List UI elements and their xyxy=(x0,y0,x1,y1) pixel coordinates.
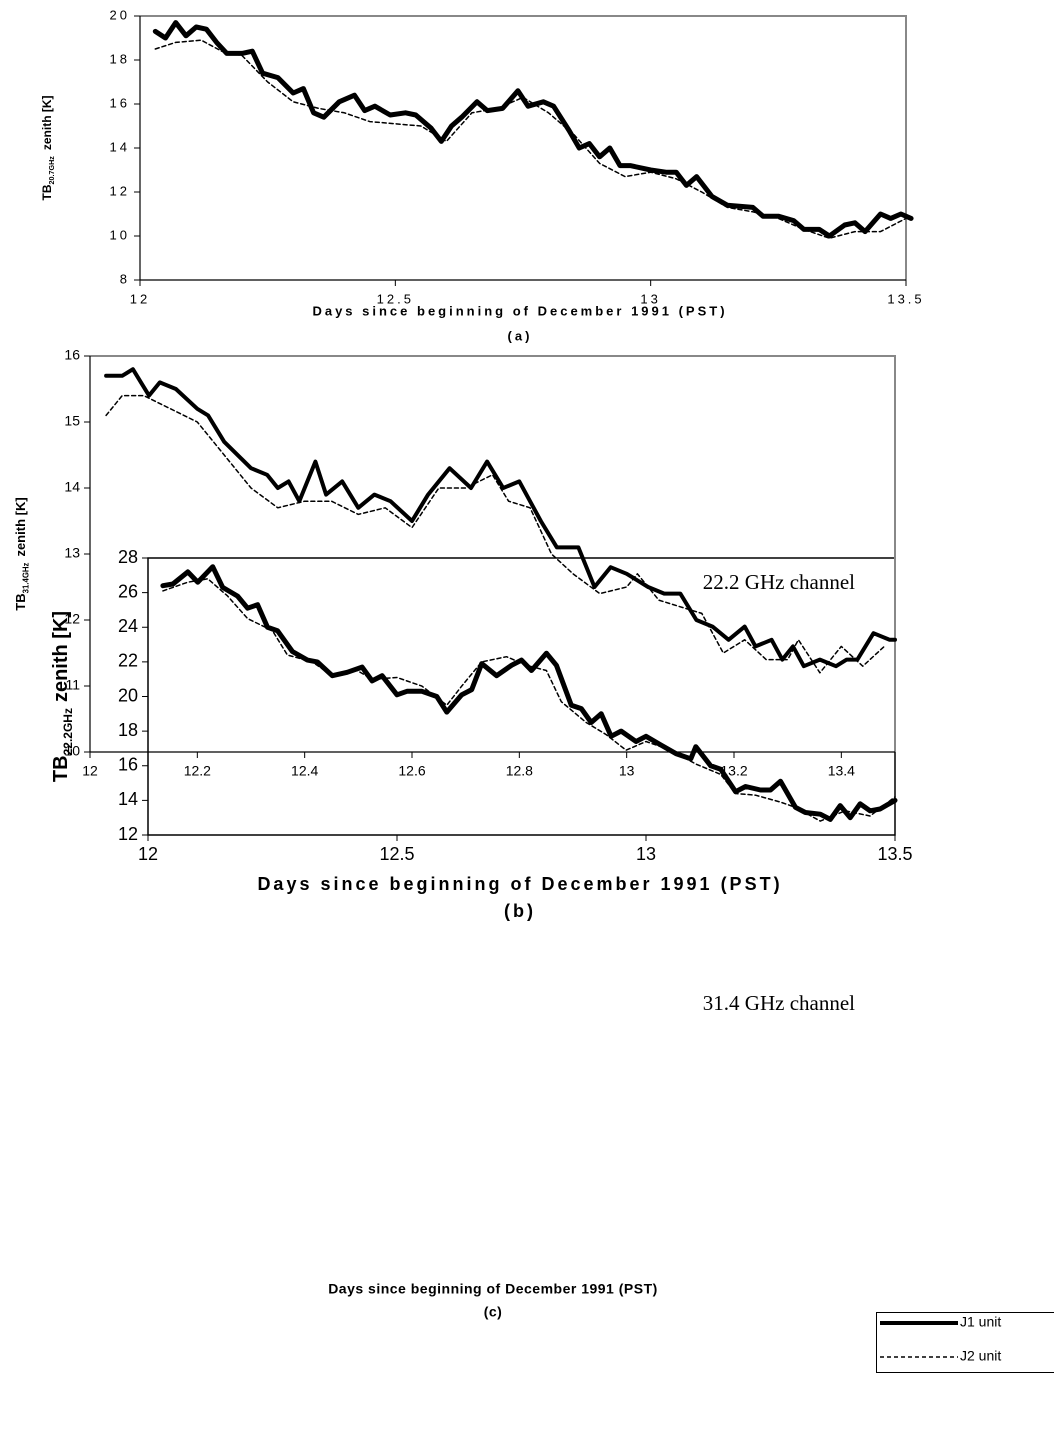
y-tick-label: 24 xyxy=(118,616,138,636)
x-tick-label: 13.5 xyxy=(887,291,924,306)
y-title-sub: 22.2GHz xyxy=(61,708,75,755)
x-tick-label: 12.8 xyxy=(506,763,533,779)
caption: (b) xyxy=(504,901,536,921)
y-title-main: TB xyxy=(50,755,72,782)
y-tick-label: 11 xyxy=(65,677,80,693)
x-tick-label: 13 xyxy=(640,291,660,306)
caption: (c) xyxy=(484,1304,503,1320)
x-tick-label: 12 xyxy=(82,763,98,779)
y-tick-label: 14 xyxy=(118,789,138,809)
y-title-rest: zenith [K] xyxy=(13,497,28,556)
y-tick-label: 16 xyxy=(118,755,138,775)
x-tick-label: 12 xyxy=(130,291,150,306)
y-axis-title: TB20.7GHz zenith [K] xyxy=(40,95,56,200)
x-tick-label: 13 xyxy=(636,844,656,864)
y-title-main: TB xyxy=(13,593,28,610)
plot-frame xyxy=(140,15,907,280)
data-line xyxy=(160,564,898,822)
y-tick-label: 22 xyxy=(118,651,138,671)
x-axis-title: Days since beginning of December 1991 (P… xyxy=(328,1281,658,1297)
x-tick-label: 12.5 xyxy=(377,291,414,306)
x-tick-label: 13 xyxy=(619,763,635,779)
y-axis-title: TB22.2GHz zenith [K] xyxy=(50,611,75,782)
data-line xyxy=(162,578,896,822)
y-tick-label: 14 xyxy=(110,139,130,154)
plot-frame xyxy=(147,557,896,836)
y-tick-label: 28 xyxy=(118,547,138,567)
y-title-rest: zenith [K] xyxy=(50,611,72,702)
x-tick-label: 13.2 xyxy=(720,763,747,779)
y-tick-label: 8 xyxy=(120,271,130,286)
x-tick-label: 12.2 xyxy=(184,763,211,779)
y-tick-label: 20 xyxy=(110,7,130,22)
y-tick-label: 12 xyxy=(64,611,80,627)
x-tick-label: 12 xyxy=(138,844,158,864)
y-title-sub: 31.4GHz xyxy=(22,562,31,593)
legend-label: J1 unit xyxy=(960,1314,1001,1330)
x-tick-label: 13.5 xyxy=(877,844,912,864)
data-line xyxy=(105,394,886,674)
y-title-main: TB xyxy=(40,184,54,200)
y-tick-label: 12 xyxy=(110,183,130,198)
data-line xyxy=(152,20,914,239)
plot-frame xyxy=(90,355,896,752)
y-tick-label: 20 xyxy=(118,685,138,705)
y-tick-label: 15 xyxy=(64,413,80,429)
y-tick-label: 16 xyxy=(110,95,130,110)
y-tick-label: 13 xyxy=(64,545,80,561)
caption: (a) xyxy=(508,328,533,343)
annotation: 31.4 GHz channel xyxy=(703,991,855,1015)
y-title-rest: zenith [K] xyxy=(40,95,54,150)
y-axis-title: TB31.4GHz zenith [K] xyxy=(13,497,30,610)
x-tick-label: 12.4 xyxy=(291,763,318,779)
x-axis-title: Days since beginning of December 1991 (P… xyxy=(257,874,782,894)
y-tick-label: 18 xyxy=(118,720,138,740)
x-tick-label: 13.4 xyxy=(828,763,855,779)
y-tick-label: 18 xyxy=(110,51,130,66)
data-line xyxy=(104,367,897,669)
y-tick-label: 16 xyxy=(64,347,80,363)
x-tick-label: 12.6 xyxy=(398,763,425,779)
x-axis-title: Days since beginning of December 1991 (P… xyxy=(312,303,727,318)
y-title-sub: 20.7GHz xyxy=(47,156,56,185)
legend-label: J2 unit xyxy=(960,1348,1001,1364)
y-tick-label: 10 xyxy=(110,227,130,242)
data-line xyxy=(154,39,907,239)
y-tick-label: 14 xyxy=(64,479,80,495)
annotation: 22.2 GHz channel xyxy=(703,570,855,594)
x-tick-label: 12.5 xyxy=(379,844,414,864)
y-tick-label: 10 xyxy=(64,743,80,759)
y-tick-label: 12 xyxy=(118,824,138,844)
y-tick-label: 26 xyxy=(118,581,138,601)
